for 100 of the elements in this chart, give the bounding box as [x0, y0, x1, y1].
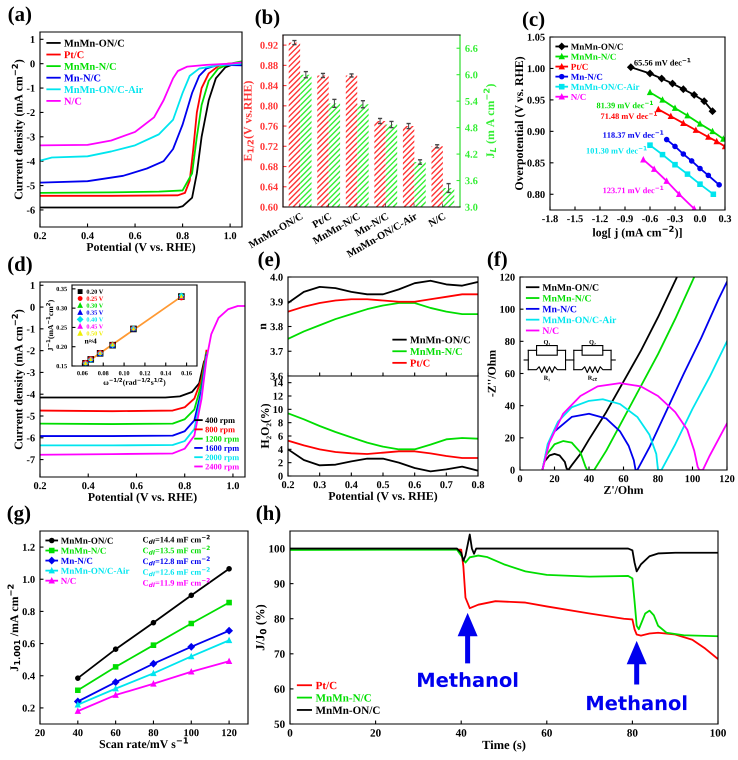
y-tick-label: 0: [30, 304, 35, 311]
y-tick-label: 1: [30, 36, 35, 43]
chart-title: (d): [8, 256, 32, 276]
annotation: 118.37 mV dec$^{−1}$: [603, 130, 664, 138]
legend-label: MnMn-N/C: [570, 54, 616, 60]
y-tick-label: 80: [505, 338, 515, 346]
legend-label: 2400 rpm: [205, 464, 240, 472]
x-tick-label: 120: [222, 729, 237, 736]
annotation: 101.30 mV dec$^{−1}$: [586, 146, 647, 154]
annotation: 71.48 mV dec$^{−1}$: [600, 111, 658, 120]
x-tick-label: 0.0: [694, 215, 706, 222]
legend-label: MnMn-ON/C: [64, 40, 124, 47]
chart-title: (b): [256, 9, 280, 28]
legend-label: MnMn-ON/C: [316, 706, 380, 714]
y-axis-title: n: [260, 323, 266, 330]
x-tick-label: 0.4: [345, 481, 358, 488]
x-tick-label: 60: [542, 729, 552, 737]
y-tick-label: 100: [269, 545, 285, 553]
y-tick-label: 0.64: [260, 183, 278, 191]
x-tick-label: -0.9: [617, 215, 633, 222]
y-axis-title: Current density (mA cm$^{−2}$): [12, 310, 25, 450]
x-tick-label: 40: [72, 729, 83, 736]
legend-label: N/C: [570, 94, 586, 100]
x-tick-label: 0.6: [130, 482, 143, 490]
y-tick-label: 1.0: [22, 576, 35, 584]
y-tick-label: -2: [26, 347, 35, 354]
annotation: 81.39 mV dec$^{−1}$: [596, 100, 654, 108]
legend-label: Pt/C: [410, 360, 430, 367]
x-tick-label: 100: [686, 475, 700, 482]
x-tick-label: 0.7: [440, 481, 453, 488]
annotation: 123.71 mV dec$^{−1}$: [603, 186, 664, 194]
y-tick-label: 0: [510, 466, 515, 474]
y-tick-label: 80: [274, 615, 285, 623]
y2-tick-label: 6.6: [465, 44, 478, 52]
legend-label: MnMn-N/C: [542, 294, 591, 302]
legend-label: N/C: [542, 327, 558, 334]
y-axis-title: Overpotential (V vs. RHE): [514, 56, 526, 190]
x-tick-label: 0.8: [176, 232, 189, 240]
y-tick-label: 3.7: [270, 348, 283, 356]
x-tick-label: 0.8: [178, 482, 191, 490]
legend-label: MnMn-ON/C: [542, 284, 598, 291]
legend-label: MnMn-N/C: [410, 348, 462, 355]
x-tick-label: 0.6: [408, 481, 421, 488]
y-tick-label: 1.05: [528, 34, 545, 41]
annotation: 65.56 mV dec$^{−1}$: [634, 58, 690, 66]
y-tick-label: 0.80: [527, 190, 545, 198]
y-tick-label: 6: [278, 432, 283, 440]
y-tick-label: 0.90: [527, 128, 545, 136]
legend-label: MnMn-N/C: [316, 694, 371, 702]
legend-label: Pt/C: [570, 64, 588, 70]
legend-label: MnMn-ON/C-Air: [64, 86, 144, 94]
annotation: Methanol: [587, 695, 686, 710]
legend-label: MnMn-ON/C: [410, 336, 470, 344]
chart-title: (e): [258, 251, 280, 270]
x-tick-label: 80: [653, 475, 663, 482]
y-tick-label: 0: [30, 60, 35, 68]
y-tick-label: -1: [26, 326, 35, 332]
y-tick-label: 3.8: [270, 323, 283, 330]
x-tick-label: 0: [288, 729, 292, 737]
y-tick-label: 8: [278, 419, 283, 426]
y-tick-label: 0.2: [22, 704, 35, 712]
x-tick-label: 0.4: [82, 482, 95, 490]
legend-label: 2000 rpm: [205, 454, 240, 462]
y-tick-label: 60: [274, 685, 285, 693]
y-tick-label: 3.9: [270, 298, 283, 306]
y-tick-label: 0.80: [260, 102, 278, 110]
y-tick-label: -7: [26, 456, 35, 464]
x-tick-label: 60: [618, 475, 628, 482]
annotation: Methanol: [418, 672, 518, 688]
x-tick-label: 40: [456, 729, 466, 737]
legend-label: 1200 rpm: [206, 436, 240, 444]
x-tick-label: 100: [184, 729, 199, 736]
y-tick-label: -2: [26, 109, 35, 116]
legend-label: MnMn-ON/C-Air: [542, 316, 616, 324]
y-tick-label: -4: [26, 390, 35, 398]
x-tick-label: 1.0: [224, 232, 236, 240]
y-tick-label: 0.88: [260, 62, 278, 70]
x-tick-label: -0.6: [642, 215, 658, 222]
y-tick-label: 0.92: [260, 42, 278, 49]
x-tick-label: 120: [720, 475, 734, 482]
legend-label: MnMn-ON/C-Air: [60, 568, 130, 574]
y-tick-label: 0.76: [260, 122, 278, 130]
y2-tick-label: 3.0: [465, 204, 478, 211]
legend-label: MnMn-N/C: [60, 548, 106, 554]
y-tick-label: 2: [278, 459, 283, 466]
x-tick-label: 60: [110, 729, 120, 736]
legend-label: MnMn-ON/C-Air: [570, 84, 640, 90]
x-axis-title: Potential (V vs. RHE): [328, 492, 438, 502]
y-tick-label: 0.84: [260, 82, 278, 90]
y-tick-label: -4: [26, 158, 35, 165]
x-axis-title: Z'/Ohm: [604, 486, 644, 494]
y-axis-title: E$_{1/2}$(V vs.RHE): [243, 81, 254, 162]
y-tick-label: 12: [274, 392, 283, 400]
y-tick-label: -1: [26, 84, 35, 92]
legend-label: Mn-N/C: [570, 74, 602, 80]
y-tick-label: 70: [274, 650, 285, 658]
x-tick-label: 1.0: [227, 482, 240, 490]
y-tick-label: 0.8: [22, 608, 35, 616]
chart-title: (g): [8, 505, 30, 524]
x-tick-label: 20: [550, 475, 560, 482]
